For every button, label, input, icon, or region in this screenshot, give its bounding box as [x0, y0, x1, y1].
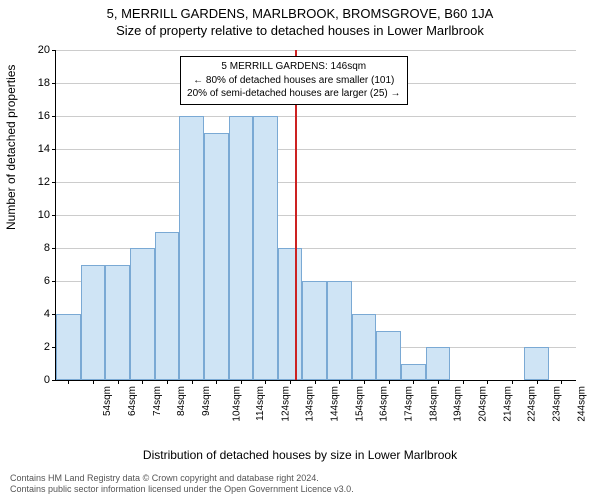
x-tick-mark [487, 380, 488, 384]
annotation-line: ← 80% of detached houses are smaller (10… [187, 74, 400, 88]
x-tick-mark [537, 380, 538, 384]
x-tick-label: 134sqm [305, 386, 316, 422]
histogram-bar [179, 116, 204, 380]
footer-line-2: Contains public sector information licen… [10, 484, 354, 496]
x-tick-label: 234sqm [552, 386, 563, 422]
y-tick-mark [52, 248, 56, 249]
histogram-bar [130, 248, 155, 380]
footer-attribution: Contains HM Land Registry data © Crown c… [10, 473, 354, 496]
x-tick-mark [167, 380, 168, 384]
y-tick-label: 10 [38, 209, 50, 221]
x-tick-mark [438, 380, 439, 384]
histogram-bar [81, 265, 106, 381]
y-tick-mark [52, 83, 56, 84]
x-tick-mark [389, 380, 390, 384]
annotation-line: 5 MERRILL GARDENS: 146sqm [187, 60, 400, 74]
x-tick-label: 204sqm [478, 386, 489, 422]
x-tick-label: 224sqm [527, 386, 538, 422]
y-tick-mark [52, 116, 56, 117]
chart-container: 5, MERRILL GARDENS, MARLBROOK, BROMSGROV… [0, 0, 600, 500]
histogram-bar [56, 314, 81, 380]
x-tick-mark [315, 380, 316, 384]
y-tick-label: 0 [44, 374, 50, 386]
y-tick-label: 20 [38, 44, 50, 56]
plot-area: 0246810121416182054sqm64sqm74sqm84sqm94s… [55, 50, 576, 381]
annotation-line: 20% of semi-detached houses are larger (… [187, 87, 400, 101]
x-tick-mark [68, 380, 69, 384]
x-tick-mark [118, 380, 119, 384]
x-tick-label: 194sqm [453, 386, 464, 422]
x-tick-mark [339, 380, 340, 384]
y-tick-mark [52, 149, 56, 150]
x-tick-label: 144sqm [330, 386, 341, 422]
x-tick-label: 54sqm [102, 386, 113, 416]
histogram-bar [327, 281, 352, 380]
histogram-bar [376, 331, 401, 381]
y-tick-mark [52, 215, 56, 216]
x-tick-mark [290, 380, 291, 384]
histogram-bar [105, 265, 130, 381]
histogram-bar [524, 347, 549, 380]
x-tick-label: 244sqm [576, 386, 587, 422]
x-tick-label: 94sqm [201, 386, 212, 416]
y-tick-label: 14 [38, 143, 50, 155]
gridline [56, 116, 576, 117]
x-tick-mark [561, 380, 562, 384]
x-tick-label: 84sqm [176, 386, 187, 416]
x-tick-mark [192, 380, 193, 384]
x-axis-label: Distribution of detached houses by size … [0, 448, 600, 462]
x-tick-mark [216, 380, 217, 384]
x-tick-label: 184sqm [428, 386, 439, 422]
chart-subtitle: Size of property relative to detached ho… [0, 21, 600, 38]
x-tick-label: 74sqm [152, 386, 163, 416]
histogram-bar [352, 314, 377, 380]
x-tick-label: 214sqm [502, 386, 513, 422]
x-tick-label: 114sqm [255, 386, 266, 421]
y-tick-label: 12 [38, 176, 50, 188]
y-tick-label: 18 [38, 77, 50, 89]
x-tick-label: 174sqm [404, 386, 415, 422]
y-axis-label: Number of detached properties [4, 65, 18, 230]
gridline [56, 182, 576, 183]
gridline [56, 50, 576, 51]
y-tick-mark [52, 182, 56, 183]
x-tick-label: 154sqm [354, 386, 365, 422]
x-tick-label: 64sqm [127, 386, 138, 416]
y-tick-mark [52, 380, 56, 381]
x-tick-mark [512, 380, 513, 384]
histogram-bar [253, 116, 278, 380]
x-tick-mark [463, 380, 464, 384]
gridline [56, 215, 576, 216]
y-tick-label: 16 [38, 110, 50, 122]
histogram-bar [204, 133, 229, 381]
y-tick-mark [52, 50, 56, 51]
footer-line-1: Contains HM Land Registry data © Crown c… [10, 473, 354, 485]
y-tick-label: 4 [44, 308, 50, 320]
histogram-bar [155, 232, 180, 381]
y-tick-label: 6 [44, 275, 50, 287]
histogram-bar [426, 347, 451, 380]
x-tick-mark [364, 380, 365, 384]
x-tick-label: 164sqm [379, 386, 390, 422]
histogram-bar [302, 281, 327, 380]
annotation-box: 5 MERRILL GARDENS: 146sqm← 80% of detach… [180, 56, 407, 105]
y-tick-label: 8 [44, 242, 50, 254]
chart-title: 5, MERRILL GARDENS, MARLBROOK, BROMSGROV… [0, 0, 600, 21]
x-tick-mark [241, 380, 242, 384]
x-tick-mark [265, 380, 266, 384]
histogram-bar [401, 364, 426, 381]
y-tick-label: 2 [44, 341, 50, 353]
gridline [56, 149, 576, 150]
x-tick-mark [93, 380, 94, 384]
x-tick-mark [413, 380, 414, 384]
x-tick-label: 124sqm [280, 386, 291, 422]
histogram-bar [278, 248, 303, 380]
y-tick-mark [52, 281, 56, 282]
x-tick-label: 104sqm [231, 386, 242, 422]
x-tick-mark [142, 380, 143, 384]
histogram-bar [229, 116, 254, 380]
